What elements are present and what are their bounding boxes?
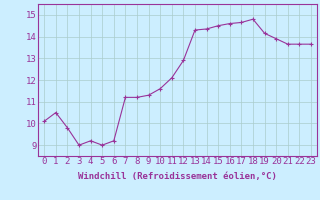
X-axis label: Windchill (Refroidissement éolien,°C): Windchill (Refroidissement éolien,°C)	[78, 172, 277, 181]
